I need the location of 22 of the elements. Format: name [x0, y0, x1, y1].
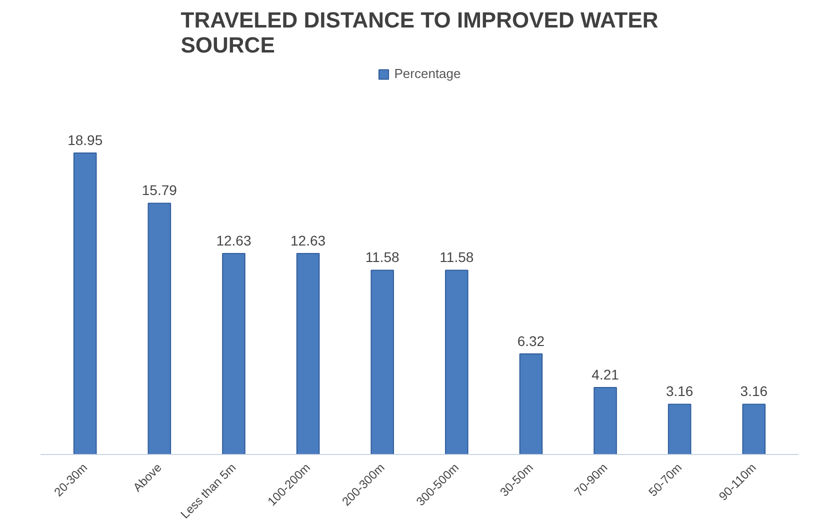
data-label: 11.58	[365, 249, 400, 266]
bar	[148, 202, 172, 454]
chart-title: TRAVELED DISTANCE TO IMPROVED WATER SOURCE	[180, 8, 658, 58]
data-label: 3.16	[740, 383, 768, 400]
data-label: 3.16	[666, 383, 694, 400]
legend-label: Percentage	[394, 66, 461, 81]
data-label: 11.58	[440, 249, 474, 266]
bar	[519, 353, 543, 454]
data-label: 12.63	[290, 232, 326, 249]
data-label: 15.79	[142, 182, 178, 198]
bar	[370, 270, 394, 454]
data-label: 18.95	[68, 132, 103, 148]
data-label: 6.32	[517, 332, 545, 349]
bar	[222, 253, 246, 454]
bar	[73, 152, 97, 454]
bar	[594, 387, 617, 454]
bar	[445, 270, 468, 454]
data-label: 12.63	[216, 232, 252, 249]
data-label: 4.21	[592, 366, 620, 383]
bar	[296, 253, 320, 454]
bar	[668, 404, 692, 454]
bar	[742, 404, 766, 454]
